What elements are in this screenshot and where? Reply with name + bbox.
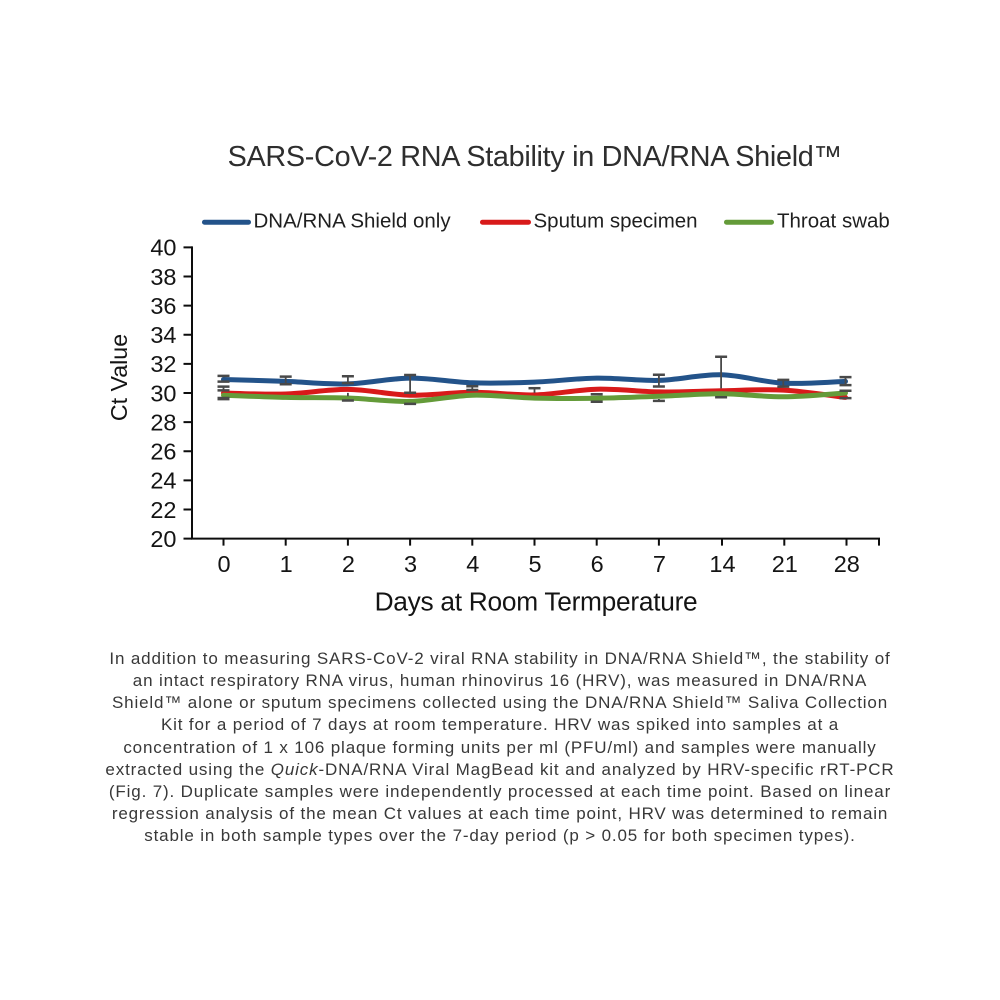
svg-text:40: 40 <box>150 235 176 261</box>
svg-text:36: 36 <box>150 293 176 319</box>
svg-text:32: 32 <box>150 351 176 377</box>
svg-text:7: 7 <box>653 551 666 577</box>
svg-text:38: 38 <box>150 264 176 290</box>
svg-text:1: 1 <box>280 551 293 577</box>
svg-text:Throat swab: Throat swab <box>777 210 890 233</box>
svg-text:2: 2 <box>342 551 355 577</box>
svg-text:Sputum specimen: Sputum specimen <box>534 210 698 233</box>
svg-text:22: 22 <box>150 497 176 523</box>
svg-text:Ct Value: Ct Value <box>106 334 132 421</box>
svg-text:SARS-CoV-2 RNA Stability in DN: SARS-CoV-2 RNA Stability in DNA/RNA Shie… <box>228 141 842 173</box>
svg-text:28: 28 <box>150 409 176 435</box>
svg-text:30: 30 <box>150 380 176 406</box>
svg-text:4: 4 <box>466 551 479 577</box>
svg-text:0: 0 <box>217 551 230 577</box>
svg-text:20: 20 <box>150 526 176 552</box>
svg-text:6: 6 <box>591 551 604 577</box>
svg-text:21: 21 <box>772 551 798 577</box>
svg-text:5: 5 <box>528 551 541 577</box>
svg-text:3: 3 <box>404 551 417 577</box>
svg-text:34: 34 <box>150 322 176 348</box>
svg-text:14: 14 <box>709 551 735 577</box>
svg-text:26: 26 <box>150 439 176 465</box>
svg-text:DNA/RNA Shield only: DNA/RNA Shield only <box>254 210 452 233</box>
svg-text:Days at Room Termperature: Days at Room Termperature <box>375 586 698 616</box>
svg-text:28: 28 <box>834 551 860 577</box>
svg-text:24: 24 <box>150 468 176 494</box>
